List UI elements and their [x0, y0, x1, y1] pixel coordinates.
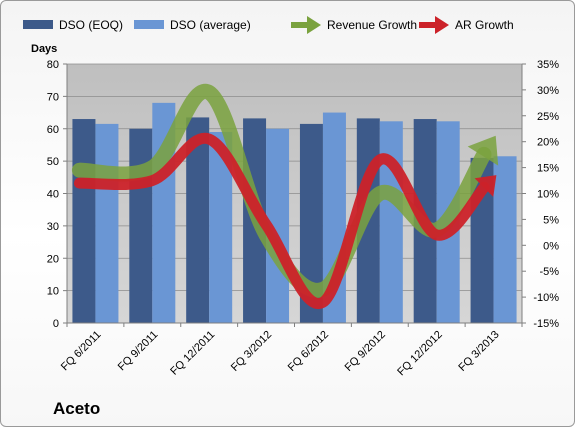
x-tick-label: FQ 6/2011	[59, 329, 104, 374]
y-tick-label: 20	[47, 253, 59, 265]
legend-swatch	[134, 20, 164, 29]
y2-tick-label: 5%	[543, 214, 559, 226]
ar-growth-arrowhead	[474, 175, 497, 197]
y2-tick-label: -10%	[533, 292, 559, 304]
y-tick-label: 10	[47, 286, 59, 298]
y-tick-label: 60	[47, 124, 59, 136]
y-tick-label: 70	[47, 91, 59, 103]
legend-label: DSO (average)	[170, 18, 251, 32]
bar-dso-average	[95, 123, 119, 323]
legend-arrow	[435, 16, 449, 34]
x-tick-label: FQ 3/2013	[456, 329, 501, 374]
x-tick-label: FQ 9/2012	[343, 329, 388, 374]
legend-swatch	[23, 20, 53, 29]
y2-tick-label: 25%	[537, 111, 559, 123]
ar-growth-line	[73, 132, 490, 309]
bar-dso-eoq	[129, 128, 153, 323]
y2-tick-label: 30%	[537, 85, 559, 97]
bar-dso-average	[209, 131, 233, 323]
bar-dso-eoq	[72, 119, 96, 323]
x-tick-label: FQ 6/2012	[286, 329, 331, 374]
legend-label: Revenue Growth	[327, 18, 417, 32]
y-tick-label: 50	[47, 156, 59, 168]
legend-label: AR Growth	[455, 18, 514, 32]
legend-label: DSO (EOQ)	[59, 18, 123, 32]
y-tick-label: 40	[47, 189, 59, 201]
chart-title: Aceto	[53, 399, 100, 418]
x-tick-label: FQ 3/2012	[229, 329, 274, 374]
y2-tick-label: 15%	[537, 163, 559, 175]
y-tick-label: 0	[53, 318, 59, 330]
y-tick-label: 30	[47, 221, 59, 233]
y2-tick-label: 0%	[543, 240, 559, 252]
x-tick-label: FQ 12/2011	[168, 329, 217, 378]
y2-tick-label: -5%	[539, 266, 559, 278]
y2-tick-label: 35%	[537, 59, 559, 71]
y2-tick-label: -15%	[533, 318, 559, 330]
y-tick-label: 80	[47, 59, 59, 71]
y-axis-title: Days	[31, 43, 57, 55]
y2-tick-label: 10%	[537, 189, 559, 201]
bar-dso-average	[379, 121, 403, 324]
legend-arrow	[307, 16, 321, 34]
x-tick-label: FQ 9/2011	[116, 329, 161, 374]
bar-dso-eoq	[186, 117, 210, 323]
bar-dso-average	[493, 156, 517, 323]
bar-dso-eoq	[299, 123, 323, 323]
x-tick-label: FQ 12/2012	[395, 329, 445, 379]
y2-tick-label: 20%	[537, 137, 559, 149]
revenue-growth-arrowhead	[467, 135, 499, 166]
